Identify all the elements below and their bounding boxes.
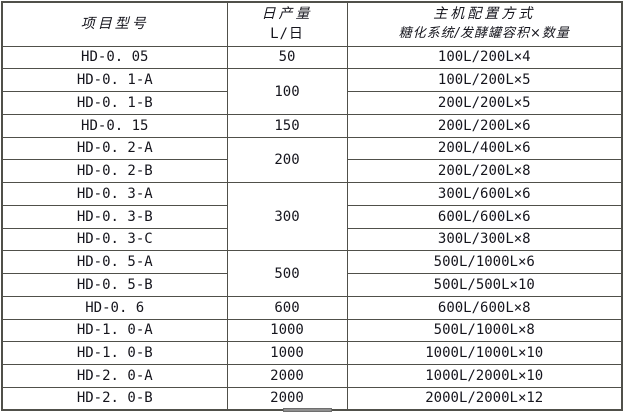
config-cell: 500L/500L×10: [346, 273, 623, 297]
config-cell: 300L/300L×8: [346, 227, 623, 252]
header-row: 项目型号 日产量 L/日 主机配置方式 糖化系统/发酵罐容积×数量: [1, 1, 623, 47]
config-cell: 200L/200L×8: [346, 159, 623, 183]
daily-output-cell: 150: [226, 113, 348, 138]
daily-output-cell: 50: [226, 45, 348, 70]
table-row: HD-0. 5-A 500 500L/1000L×6: [1, 250, 623, 297]
table-row: HD-0. 1-B 200L/200L×5: [1, 91, 623, 115]
config-cell: 2000L/2000L×12: [346, 386, 623, 411]
daily-output-cell: 2000: [226, 364, 348, 388]
table-header: 项目型号 日产量 L/日 主机配置方式 糖化系统/发酵罐容积×数量: [1, 1, 623, 47]
config-cell: 200L/400L×6: [346, 136, 623, 161]
model-cell: HD-1. 0-B: [1, 341, 228, 365]
table-body: HD-0. 05 50 100L/200L×4 HD-0. 1-A 100 100L/20…: [1, 45, 623, 411]
model-cell: HD-1. 0-A: [1, 318, 228, 343]
model-cell: HD-0. 5-B: [1, 273, 228, 297]
config-cell: 500L/1000L×6: [346, 250, 623, 274]
daily-output-cell: 600: [226, 295, 348, 320]
daily-output-cell: 1000: [226, 318, 348, 343]
model-cell: HD-0. 3-A: [1, 182, 228, 206]
table-row: HD-0. 2-A 200 200L/400L×6: [1, 136, 623, 183]
model-cell: HD-0. 15: [1, 113, 228, 138]
config-cell: 100L/200L×5: [346, 68, 623, 92]
col-header-model: 项目型号: [1, 1, 228, 47]
daily-output-cell: 300: [226, 181, 348, 252]
config-cell: 600L/600L×6: [346, 204, 623, 229]
col-header-config: 主机配置方式 糖化系统/发酵罐容积×数量: [346, 1, 623, 47]
table-row: HD-2. 0-A 2000 1000L/2000L×10: [1, 364, 623, 388]
daily-output-cell: 1000: [226, 341, 348, 365]
table-row: HD-1. 0-B 1000 1000L/1000L×10: [1, 341, 623, 365]
table-row: HD-0. 3-A 300 300L/600L×6: [1, 181, 623, 252]
config-cell: 200L/200L×6: [346, 113, 623, 138]
model-cell: HD-0. 05: [1, 45, 228, 70]
config-title: 主机配置方式: [433, 6, 536, 23]
model-cell: HD-0. 3-C: [1, 227, 228, 252]
model-cell: HD-2. 0-B: [1, 386, 228, 411]
config-cell: 500L/1000L×8: [346, 318, 623, 343]
daily-output-cell: 200: [226, 136, 348, 183]
model-cell: HD-0. 2-A: [1, 136, 228, 161]
config-cell: 100L/200L×4: [346, 45, 623, 70]
table-row: HD-0. 3-B 600L/600L×6: [1, 204, 623, 229]
daily-output-cell: 500: [226, 250, 348, 297]
col-header-daily-output: 日产量 L/日: [226, 1, 348, 47]
daily-output-label: 日产量: [261, 6, 313, 23]
table-row: HD-0. 1-A 100 100L/200L×5: [1, 68, 623, 115]
config-cell: 1000L/2000L×10: [346, 364, 623, 388]
config-subtitle: 糖化系统/发酵罐容积×数量: [398, 26, 570, 42]
partial-element-bottom: [283, 408, 332, 412]
config-cell: 200L/200L×5: [346, 91, 623, 115]
model-cell: HD-0. 5-A: [1, 250, 228, 274]
model-cell: HD-2. 0-A: [1, 364, 228, 388]
table-row: HD-1. 0-A 1000 500L/1000L×8: [1, 318, 623, 343]
daily-output-cell: 2000: [226, 386, 348, 411]
table-row: HD-2. 0-B 2000 2000L/2000L×12: [1, 386, 623, 411]
daily-output-cell: 100: [226, 68, 348, 115]
model-cell: HD-0. 1-A: [1, 68, 228, 92]
table-row: HD-0. 5-B 500L/500L×10: [1, 273, 623, 297]
model-cell: HD-0. 3-B: [1, 204, 228, 229]
table-row: HD-0. 05 50 100L/200L×4: [1, 45, 623, 70]
daily-output-unit: L/日: [270, 26, 304, 43]
model-cell: HD-0. 6: [1, 295, 228, 320]
col-header-model-label: 项目型号: [80, 16, 149, 33]
table-row: HD-0. 15 150 200L/200L×6: [1, 113, 623, 138]
table-row: HD-0. 2-B 200L/200L×8: [1, 159, 623, 183]
model-cell: HD-0. 2-B: [1, 159, 228, 183]
model-cell: HD-0. 1-B: [1, 91, 228, 115]
config-cell: 300L/600L×6: [346, 182, 623, 206]
table-row: HD-0. 6 600 600L/600L×8: [1, 295, 623, 320]
config-cell: 1000L/1000L×10: [346, 341, 623, 365]
config-cell: 600L/600L×8: [346, 295, 623, 320]
